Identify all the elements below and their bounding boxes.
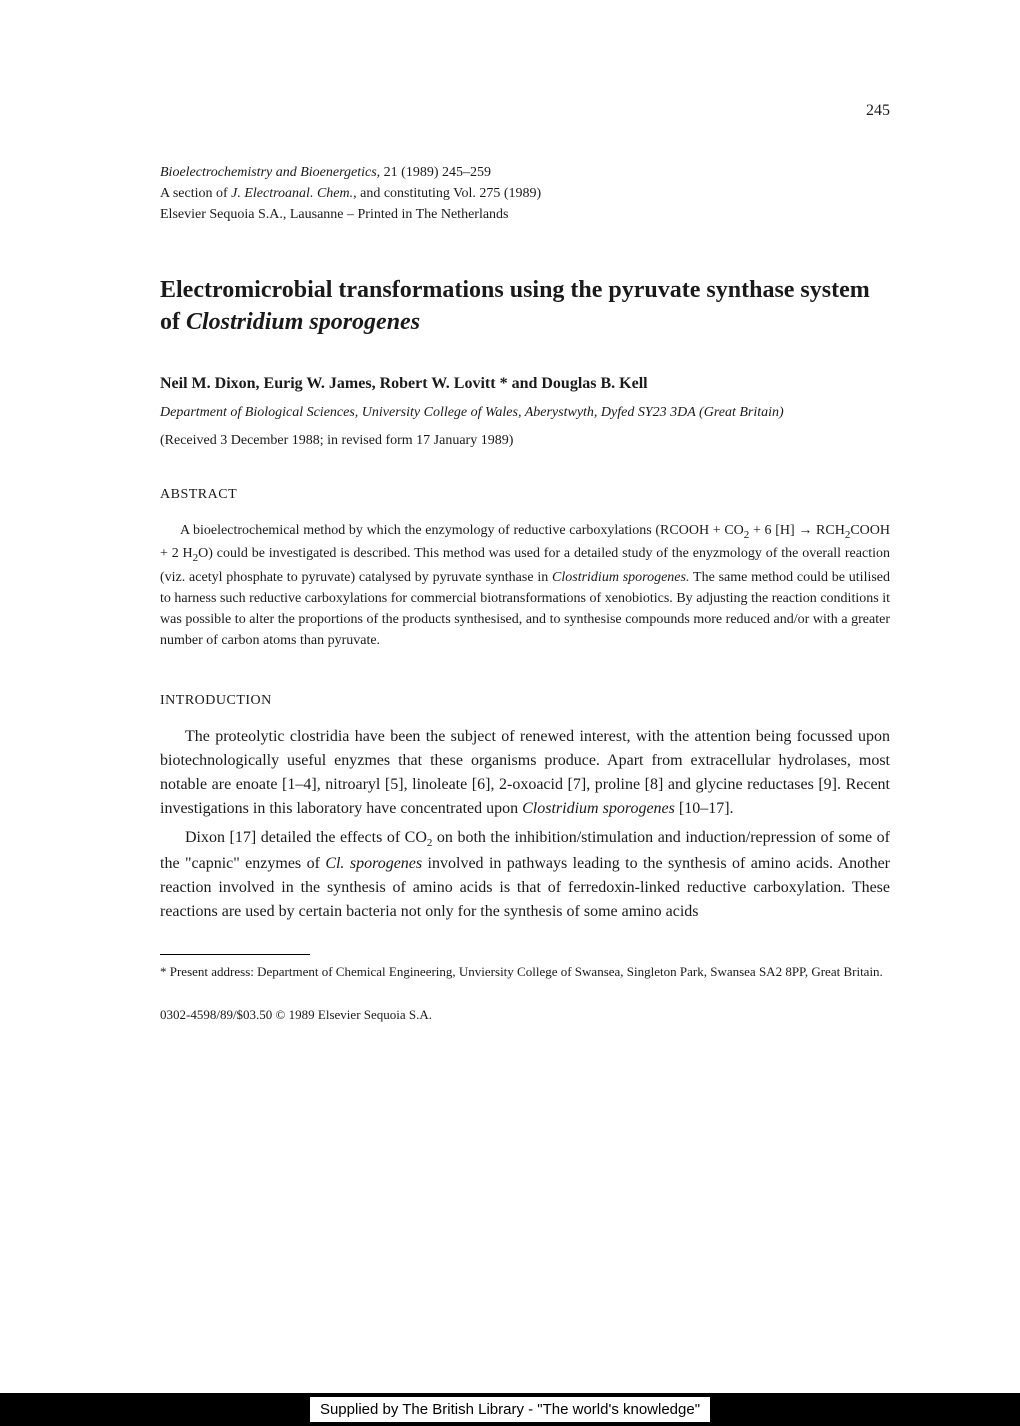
abstract-part2: + 6 [H] → RCH: [749, 523, 845, 538]
abstract-text: A bioelectrochemical method by which the…: [160, 520, 890, 651]
journal-line1: Bioelectrochemistry and Bioenergetics, 2…: [160, 162, 890, 183]
footnote: * Present address: Department of Chemica…: [160, 963, 890, 981]
para2-species: Cl. sporogenes: [325, 855, 422, 872]
title-species: Clostridium sporogenes: [186, 309, 420, 335]
journal-vol: 21 (1989) 245–259: [380, 165, 491, 180]
page-number: 245: [160, 100, 890, 122]
supplier-text: Supplied by The British Library - "The w…: [310, 1397, 710, 1422]
journal-line2: A section of J. Electroanal. Chem., and …: [160, 183, 890, 204]
journal-line3: Elsevier Sequoia S.A., Lausanne – Printe…: [160, 204, 890, 225]
received-date: (Received 3 December 1988; in revised fo…: [160, 431, 890, 451]
abstract-heading: ABSTRACT: [160, 485, 890, 505]
intro-para2: Dixon [17] detailed the effects of CO2 o…: [160, 826, 890, 924]
journal-abbrev: J. Electroanal. Chem.: [231, 186, 353, 201]
intro-para1: The proteolytic clostridia have been the…: [160, 725, 890, 821]
introduction-heading: INTRODUCTION: [160, 691, 890, 711]
affiliation: Department of Biological Sciences, Unive…: [160, 403, 890, 423]
footnote-divider: [160, 954, 310, 955]
abstract-species: Clostridium sporogenes.: [552, 570, 689, 585]
para1-species: Clostridium sporogenes: [522, 800, 675, 817]
copyright: 0302-4598/89/$03.50 © 1989 Elsevier Sequ…: [160, 1006, 890, 1024]
supplier-footer: Supplied by The British Library - "The w…: [0, 1393, 1020, 1426]
journal-constituting: , and constituting Vol. 275 (1989): [353, 186, 541, 201]
article-title: Electromicrobial transformations using t…: [160, 275, 890, 337]
authors: Neil M. Dixon, Eurig W. James, Robert W.…: [160, 373, 890, 395]
journal-info: Bioelectrochemistry and Bioenergetics, 2…: [160, 162, 890, 225]
journal-section-prefix: A section of: [160, 186, 231, 201]
para1-text2: [10–17].: [675, 800, 734, 817]
abstract-part1: A bioelectrochemical method by which the…: [180, 523, 744, 538]
para2-text1: Dixon [17] detailed the effects of CO: [185, 829, 427, 846]
journal-name: Bioelectrochemistry and Bioenergetics,: [160, 165, 380, 180]
